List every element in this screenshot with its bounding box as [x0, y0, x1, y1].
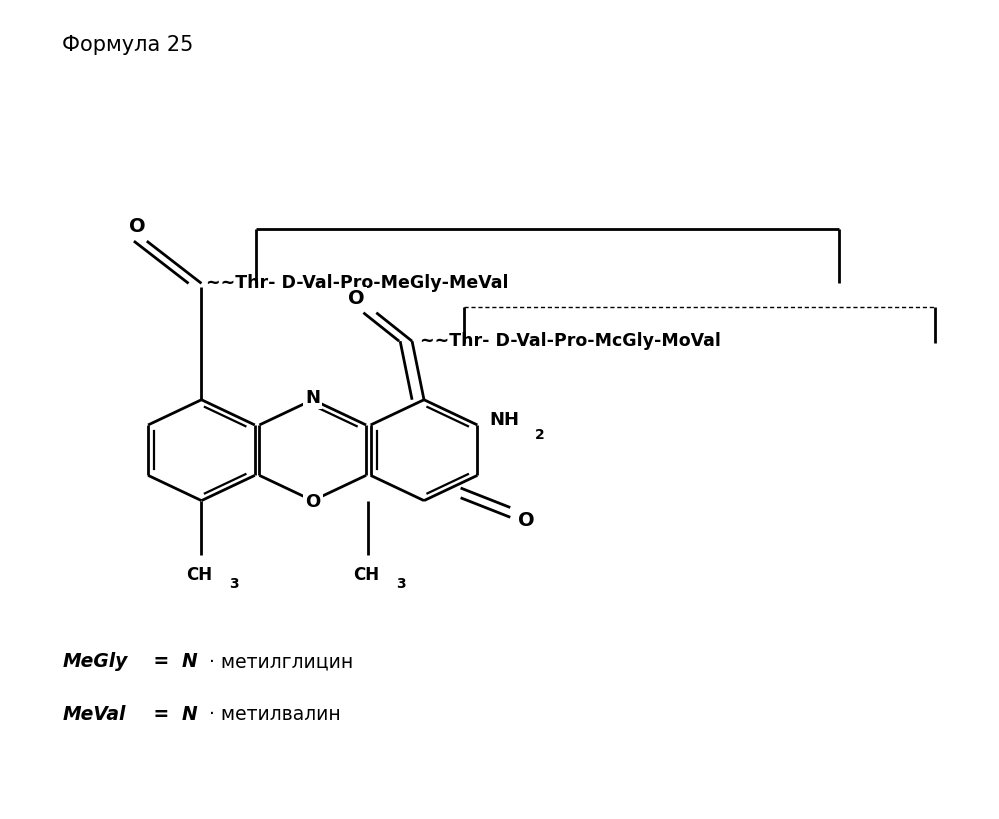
Text: 2: 2 [534, 428, 544, 441]
Text: · метилглицин: · метилглицин [210, 652, 354, 671]
Text: 3: 3 [230, 577, 239, 591]
Text: =: = [147, 705, 176, 724]
Text: O: O [305, 493, 321, 511]
Text: N: N [182, 705, 198, 724]
Text: ~~Thr- D-Val-Pro-McGly-MoVal: ~~Thr- D-Val-Pro-McGly-MoVal [420, 333, 721, 351]
Text: O: O [129, 217, 145, 236]
Text: CH: CH [187, 566, 213, 584]
Text: CH: CH [354, 566, 380, 584]
Text: ~~Thr- D-Val-Pro-MeGly-MeVal: ~~Thr- D-Val-Pro-MeGly-MeVal [207, 274, 508, 292]
Text: N: N [182, 652, 198, 671]
Text: · метилвалин: · метилвалин [210, 705, 342, 724]
Text: =: = [147, 652, 176, 671]
Text: MeVal: MeVal [62, 705, 126, 724]
Text: NH: NH [490, 411, 519, 429]
Text: N: N [306, 389, 321, 407]
Text: Формула 25: Формула 25 [62, 35, 194, 56]
Text: 3: 3 [397, 577, 406, 591]
Text: O: O [517, 511, 534, 530]
Text: MeGly: MeGly [62, 652, 128, 671]
Text: O: O [348, 289, 365, 309]
